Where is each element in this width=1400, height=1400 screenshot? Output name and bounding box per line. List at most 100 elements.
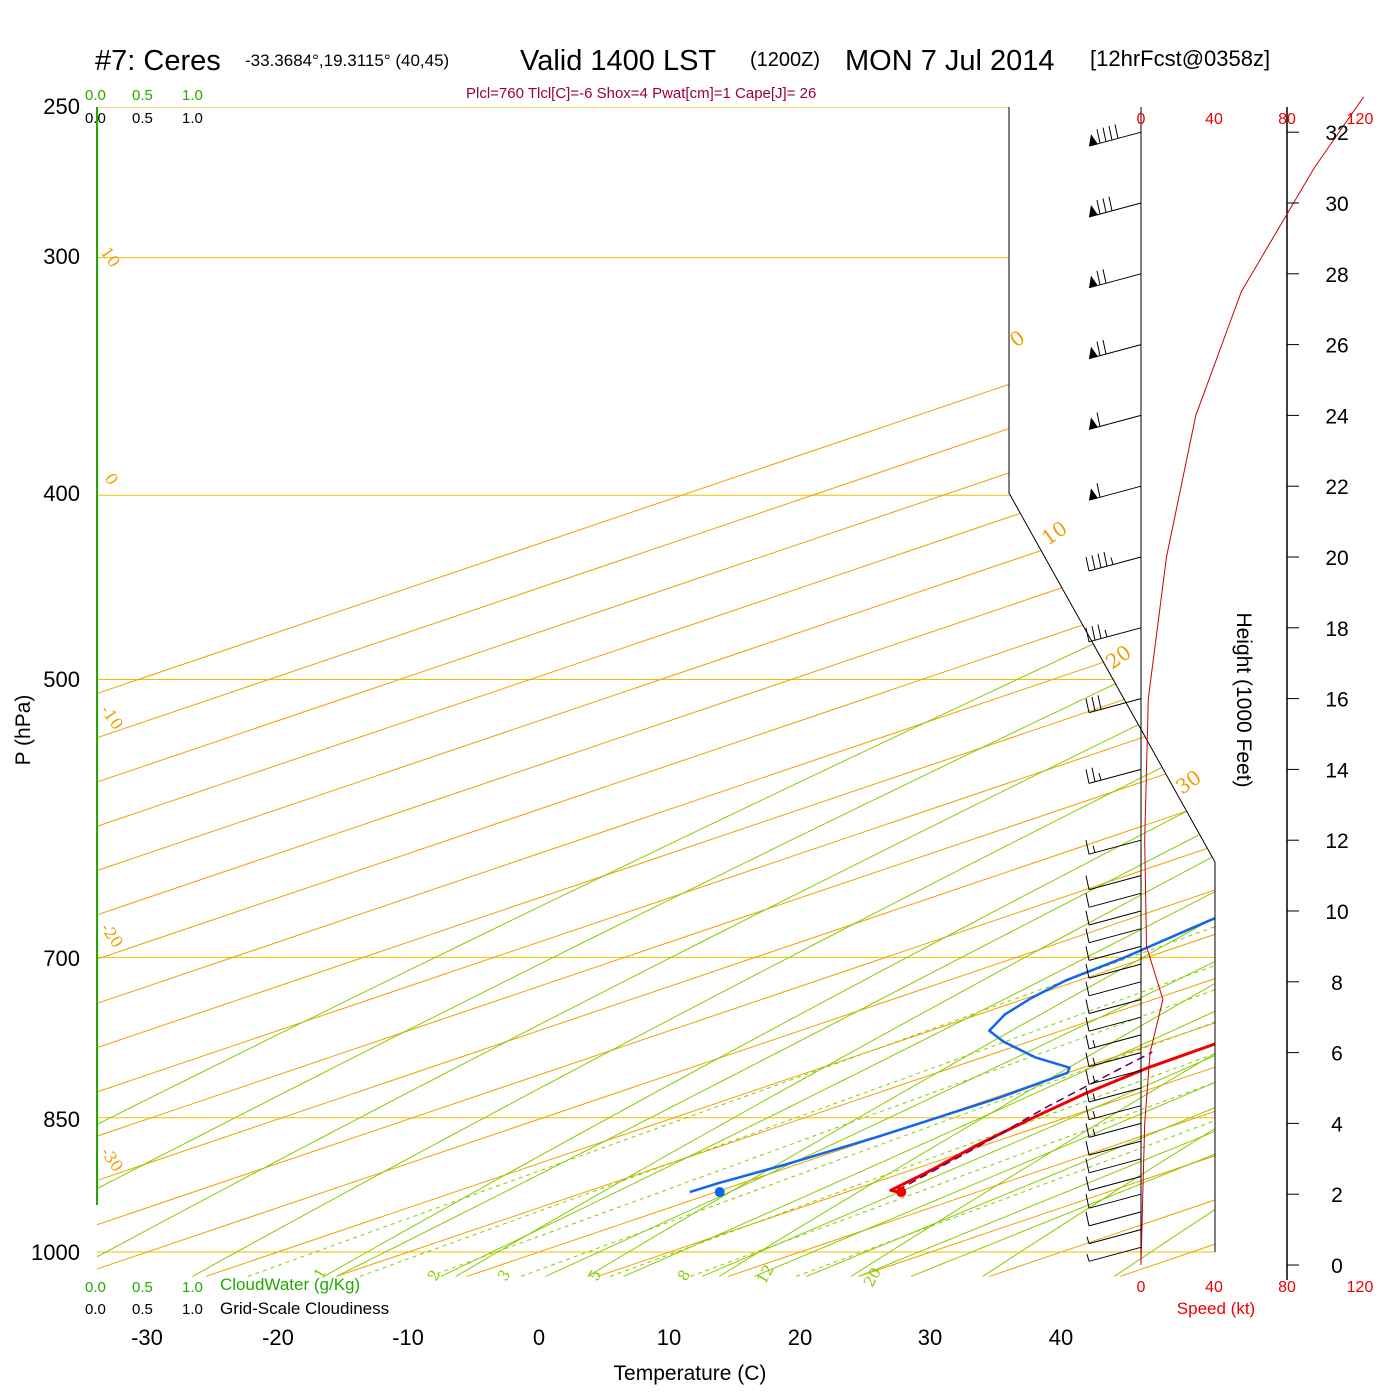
isotherm-line	[1251, 73, 1400, 1276]
temperature-tick: -20	[262, 1325, 294, 1350]
temperature-tick: 10	[657, 1325, 681, 1350]
temperature-axis-title: Temperature (C)	[614, 1362, 767, 1385]
barb-flag	[1085, 1123, 1090, 1138]
barb-flag	[1102, 127, 1107, 142]
dry-adiabat	[850, 107, 1215, 1277]
barb-flag	[1091, 555, 1096, 570]
isotherm-label: -30	[97, 1143, 127, 1175]
height-tick-label: 18	[1325, 618, 1348, 641]
barb-shaft	[1088, 945, 1142, 961]
temperature-tick: 0	[533, 1325, 545, 1350]
wind-barb	[1085, 892, 1142, 908]
temperature-profile	[889, 107, 1215, 1194]
mixing-ratio-line	[429, 494, 1215, 1277]
wind-barb	[1085, 945, 1142, 961]
thermo-grid	[97, 73, 1400, 1277]
barb-flag	[1085, 1034, 1090, 1050]
surface-dewpoint-dot	[714, 1187, 725, 1198]
valid-date: MON 7 Jul 2014	[845, 45, 1055, 77]
barb-flag	[1114, 124, 1119, 139]
wind-speed-profile	[1140, 96, 1365, 1266]
barb-flag	[1097, 695, 1102, 710]
cloudiness-tick-2-top: 1.0	[182, 110, 203, 127]
temperature-tick: -10	[392, 1325, 424, 1350]
wind-barb	[1085, 999, 1142, 1014]
wind-barb	[1085, 552, 1142, 572]
barb-flag	[1096, 199, 1101, 215]
speed-tick: 40	[1205, 1279, 1223, 1296]
height-axis-title: Height (1000 Feet)	[1232, 612, 1255, 787]
dry-adiabat	[97, 107, 1215, 1277]
pressure-axis-title: P (hPa)	[12, 695, 35, 766]
barb-flag	[1085, 999, 1090, 1014]
barb-flag	[1085, 840, 1090, 855]
cloudiness-tick-1-bottom: 0.5	[132, 1301, 153, 1318]
barb-flag	[1085, 963, 1090, 979]
barb-flag	[1085, 893, 1090, 908]
barb-half-flag	[1110, 557, 1114, 565]
barb-flag	[1085, 928, 1090, 943]
height-tick-label: 30	[1325, 193, 1348, 216]
barb-flag	[1085, 1194, 1090, 1209]
wind-barb	[1088, 196, 1142, 218]
wind-barb	[1088, 412, 1142, 430]
barb-shaft	[1088, 963, 1142, 979]
barb-shaft	[1088, 627, 1142, 643]
isotherm-line	[1119, 107, 1215, 1277]
wind-barb	[1085, 1087, 1142, 1103]
isotherm-line	[97, 107, 1215, 1277]
dry-adiabat	[97, 107, 1215, 1277]
cloudwater-tick-0-bottom: 0.0	[85, 1279, 106, 1296]
height-tick-label: 4	[1331, 1113, 1343, 1136]
barb-shaft	[1088, 1176, 1142, 1191]
barb-flag	[1085, 910, 1090, 926]
isotherm-line	[97, 107, 1215, 1277]
barb-flag	[1097, 553, 1102, 568]
wind-barb	[1085, 767, 1142, 784]
barb-half-flag	[1092, 1057, 1096, 1066]
barb-shaft	[1088, 1122, 1142, 1138]
barb-flag	[1091, 696, 1096, 712]
wind-barb	[1085, 1105, 1142, 1121]
isotherm-line	[597, 107, 1215, 1277]
barb-shaft	[1088, 698, 1142, 714]
barb-half-flag	[1092, 1040, 1096, 1048]
barb-pennant	[1089, 488, 1098, 501]
isotherm-label: 30	[1171, 765, 1206, 799]
isotherm-label: 10	[1037, 516, 1072, 550]
barb-half-flag	[1092, 845, 1096, 853]
wind-barb	[1088, 483, 1142, 501]
wind-barb	[1085, 981, 1142, 997]
dry-adiabat	[587, 107, 1215, 1277]
station-name: #7: Ceres	[95, 45, 221, 77]
cloud-scale-top: 0.0 0.5 1.0 0.0 0.5 1.0	[85, 87, 203, 127]
barb-pennant	[1089, 275, 1098, 288]
station-coords: -33.3684°,19.3115° (40,45)	[245, 51, 449, 70]
dewpoint-profile	[689, 107, 1215, 1194]
barb-shaft	[1088, 1229, 1142, 1245]
barb-pennant	[1089, 134, 1098, 147]
height-tick-label: 32	[1325, 122, 1348, 145]
wind-barb	[1085, 1069, 1142, 1085]
barb-shaft	[1088, 999, 1142, 1014]
wind-barb	[1088, 339, 1142, 360]
moist-adiabat	[336, 107, 1215, 1277]
barb-flag	[1097, 624, 1102, 639]
barb-flag	[1085, 1087, 1090, 1103]
wind-barb	[1088, 269, 1142, 289]
barb-flag	[1102, 339, 1107, 355]
barb-shaft	[1088, 1158, 1142, 1174]
barb-flag	[1096, 412, 1101, 427]
height-tick-label: 28	[1325, 264, 1348, 287]
barb-flag	[1085, 1052, 1090, 1067]
barb-shaft	[1088, 1211, 1142, 1227]
isotherm-line	[97, 107, 1215, 1277]
wind-barb	[1086, 1229, 1142, 1245]
isotherm-line	[97, 107, 1215, 1277]
pressure-tick: 850	[43, 1107, 80, 1132]
barb-flag	[1085, 627, 1090, 642]
height-tick-label: 8	[1331, 972, 1343, 995]
isotherm-line	[97, 107, 1215, 1277]
barb-half-flag	[1092, 1128, 1096, 1136]
cloudwater-label: CloudWater (g/Kg)	[220, 1275, 360, 1294]
